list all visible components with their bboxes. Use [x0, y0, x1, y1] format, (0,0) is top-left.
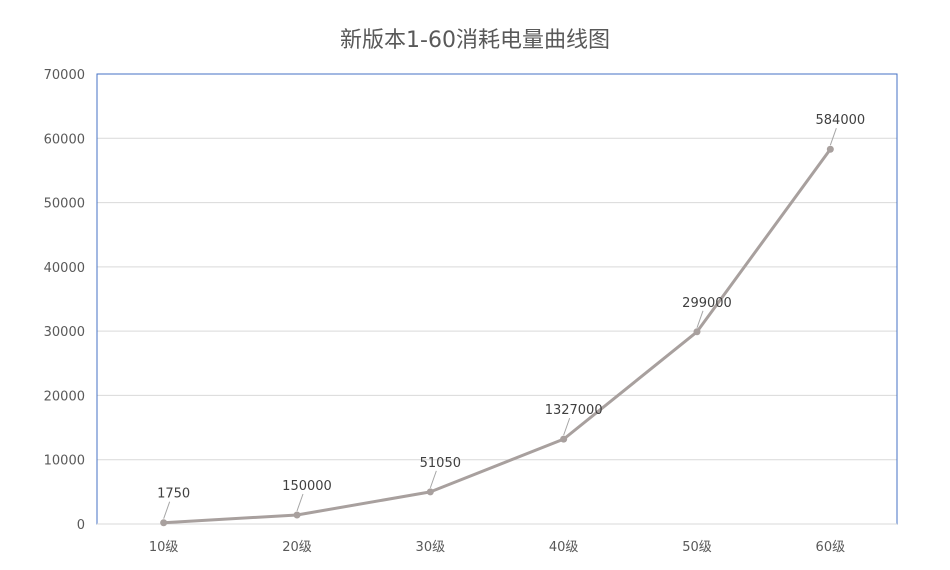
y-tick-label: 50000 [44, 197, 85, 212]
data-label-leader [163, 501, 171, 519]
y-tick-label: 0 [77, 518, 85, 533]
data-label-leader [296, 493, 304, 512]
data-point [160, 519, 168, 527]
x-tick-label: 30级 [416, 540, 446, 555]
y-tick-label: 60000 [44, 132, 85, 147]
data-label-leader [429, 470, 437, 489]
data-label: 1750 [157, 487, 190, 502]
x-tick-label: 20级 [282, 540, 312, 555]
data-point [560, 435, 568, 443]
x-tick-label: 60级 [816, 540, 846, 555]
series-layer [160, 145, 834, 527]
x-tick-label: 50级 [682, 540, 712, 555]
y-tick-label: 30000 [44, 325, 85, 340]
y-tick-label: 10000 [44, 454, 85, 469]
y-tick-label: 70000 [44, 68, 85, 83]
axes: 0 10000 20000 30000 40000 50000 60000 70000 10级 2… [44, 68, 898, 555]
data-label-leader [563, 417, 571, 436]
x-tick-label: 40级 [549, 540, 579, 555]
data-labels: 1750 150000 51050 1327000 299000 584000 [157, 113, 865, 519]
data-point [693, 328, 701, 336]
data-label: 299000 [682, 296, 732, 311]
data-label: 584000 [816, 113, 866, 128]
data-label-leader [696, 310, 704, 328]
data-point [293, 511, 301, 519]
data-label: 51050 [420, 456, 461, 471]
x-tick-label: 10级 [149, 540, 179, 555]
data-label: 150000 [282, 479, 332, 494]
plot-area-frame [96, 73, 898, 525]
chart-title: 新版本1-60消耗电量曲线图 [340, 28, 610, 53]
data-label: 1327000 [545, 403, 603, 418]
data-label-leader [829, 128, 837, 146]
series-line [162, 147, 832, 525]
y-tick-label: 20000 [44, 389, 85, 404]
data-point [426, 488, 434, 496]
gridlines [97, 137, 897, 461]
data-point [826, 145, 834, 153]
y-tick-label: 40000 [44, 261, 85, 276]
